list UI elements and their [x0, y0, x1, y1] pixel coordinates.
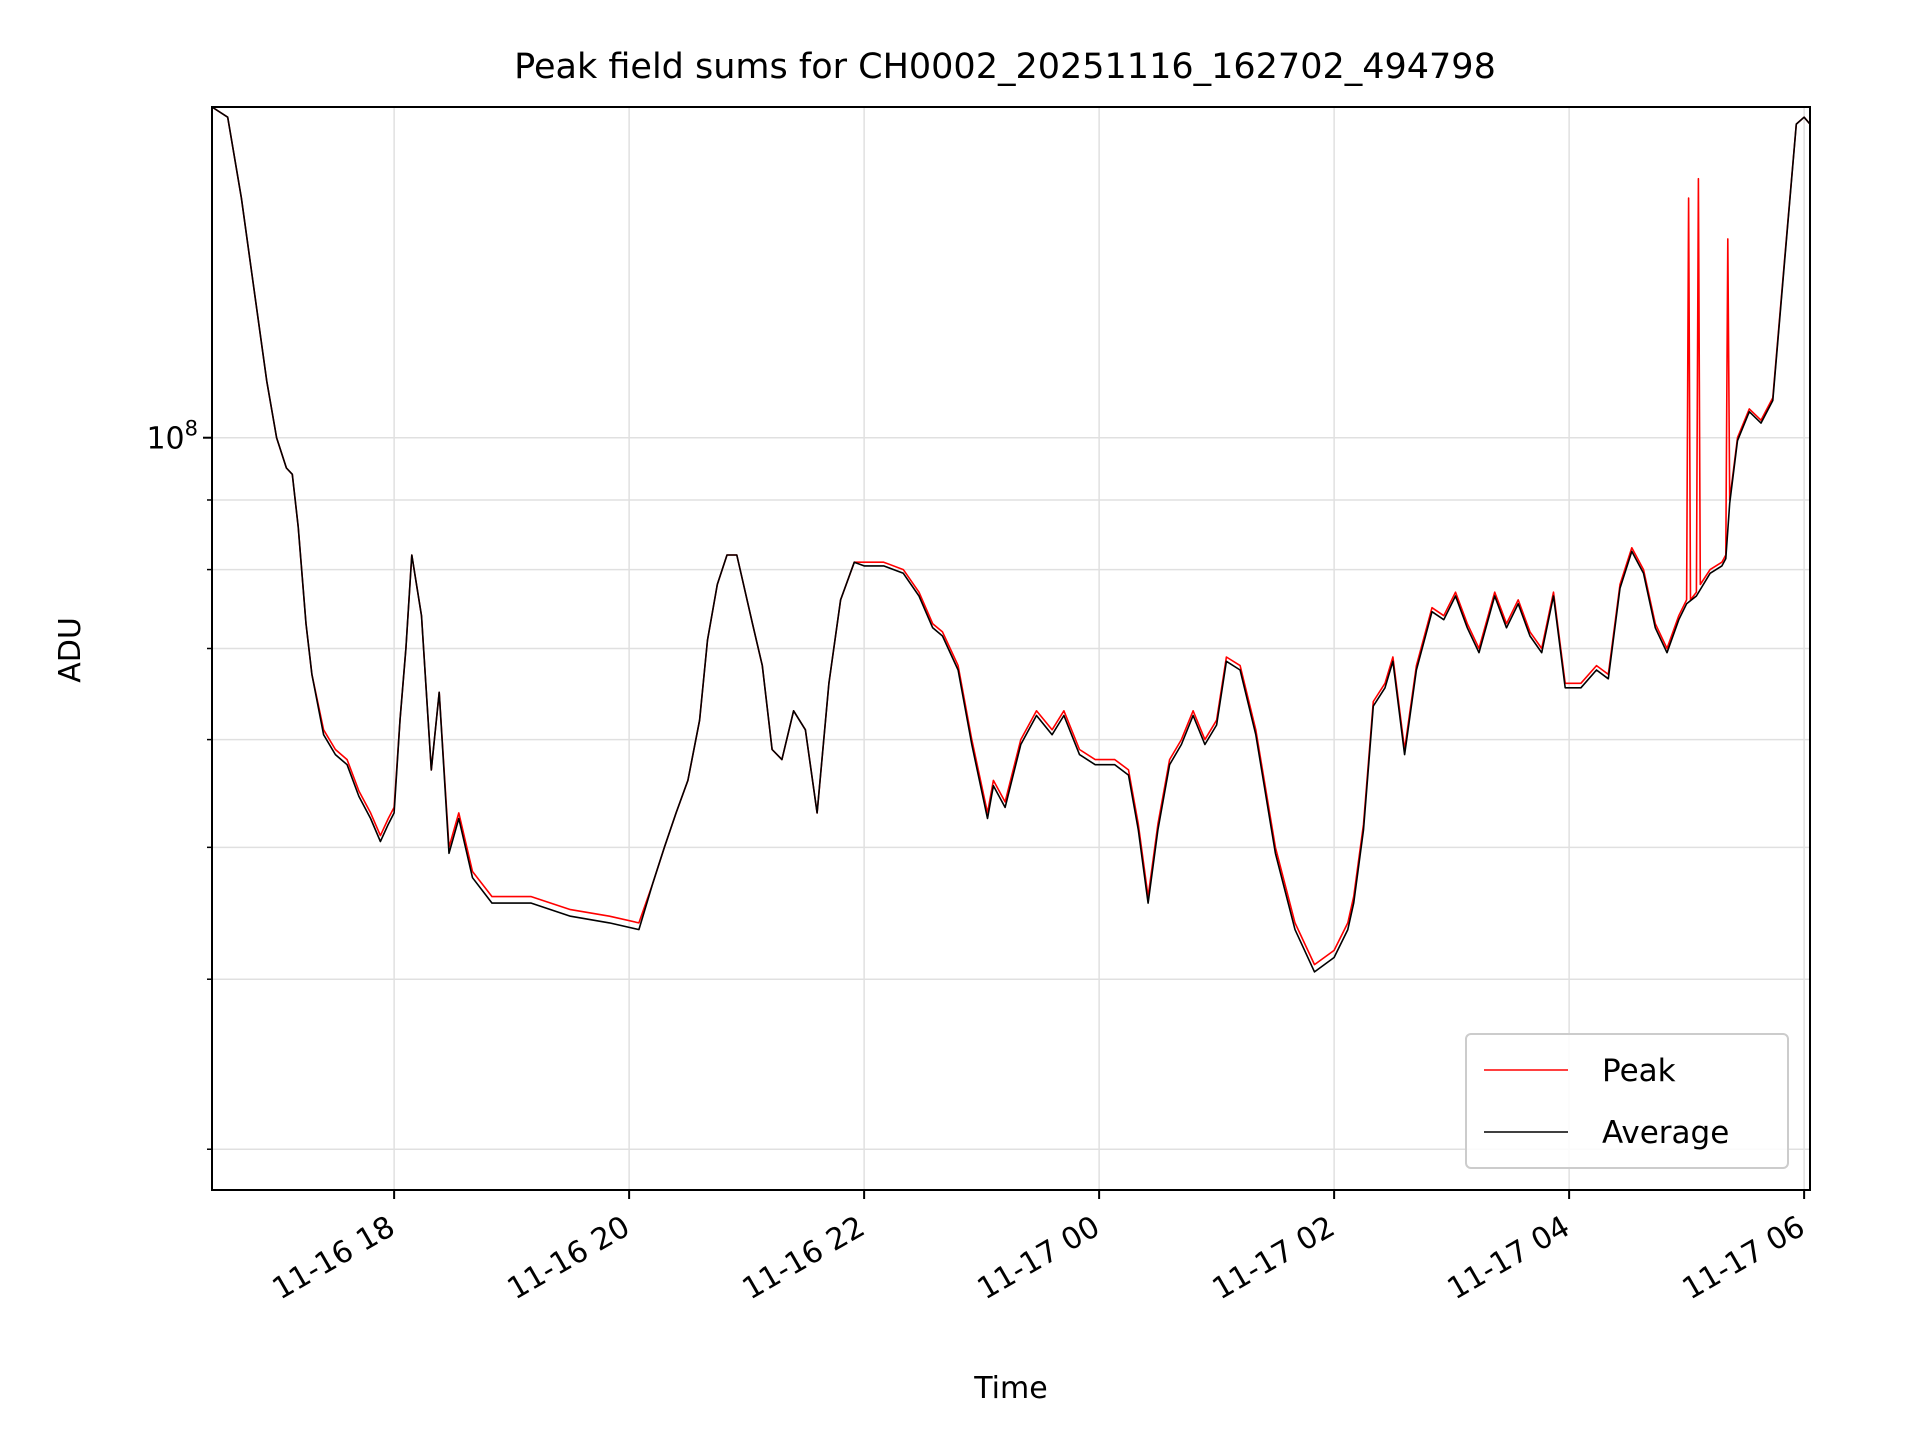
series-layer: [211, 106, 1811, 973]
legend-box: [1465, 1033, 1789, 1169]
series-line-average: [211, 106, 1811, 973]
chart-title: Peak field sums for CH0002_20251116_1627…: [514, 47, 1496, 87]
grid-lines: [212, 107, 1810, 1190]
legend-peak-label: Peak: [1602, 1053, 1676, 1089]
legend: Peak Average: [1465, 1033, 1789, 1169]
x-axis-label: Time: [973, 1371, 1047, 1406]
y-axis-label: ADU: [53, 617, 88, 683]
y-axis: 108: [146, 417, 212, 1150]
y-tick-label: 108: [146, 417, 198, 457]
legend-average-label: Average: [1602, 1115, 1729, 1151]
